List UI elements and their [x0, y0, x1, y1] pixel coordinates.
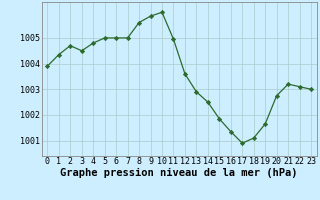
X-axis label: Graphe pression niveau de la mer (hPa): Graphe pression niveau de la mer (hPa)	[60, 168, 298, 178]
